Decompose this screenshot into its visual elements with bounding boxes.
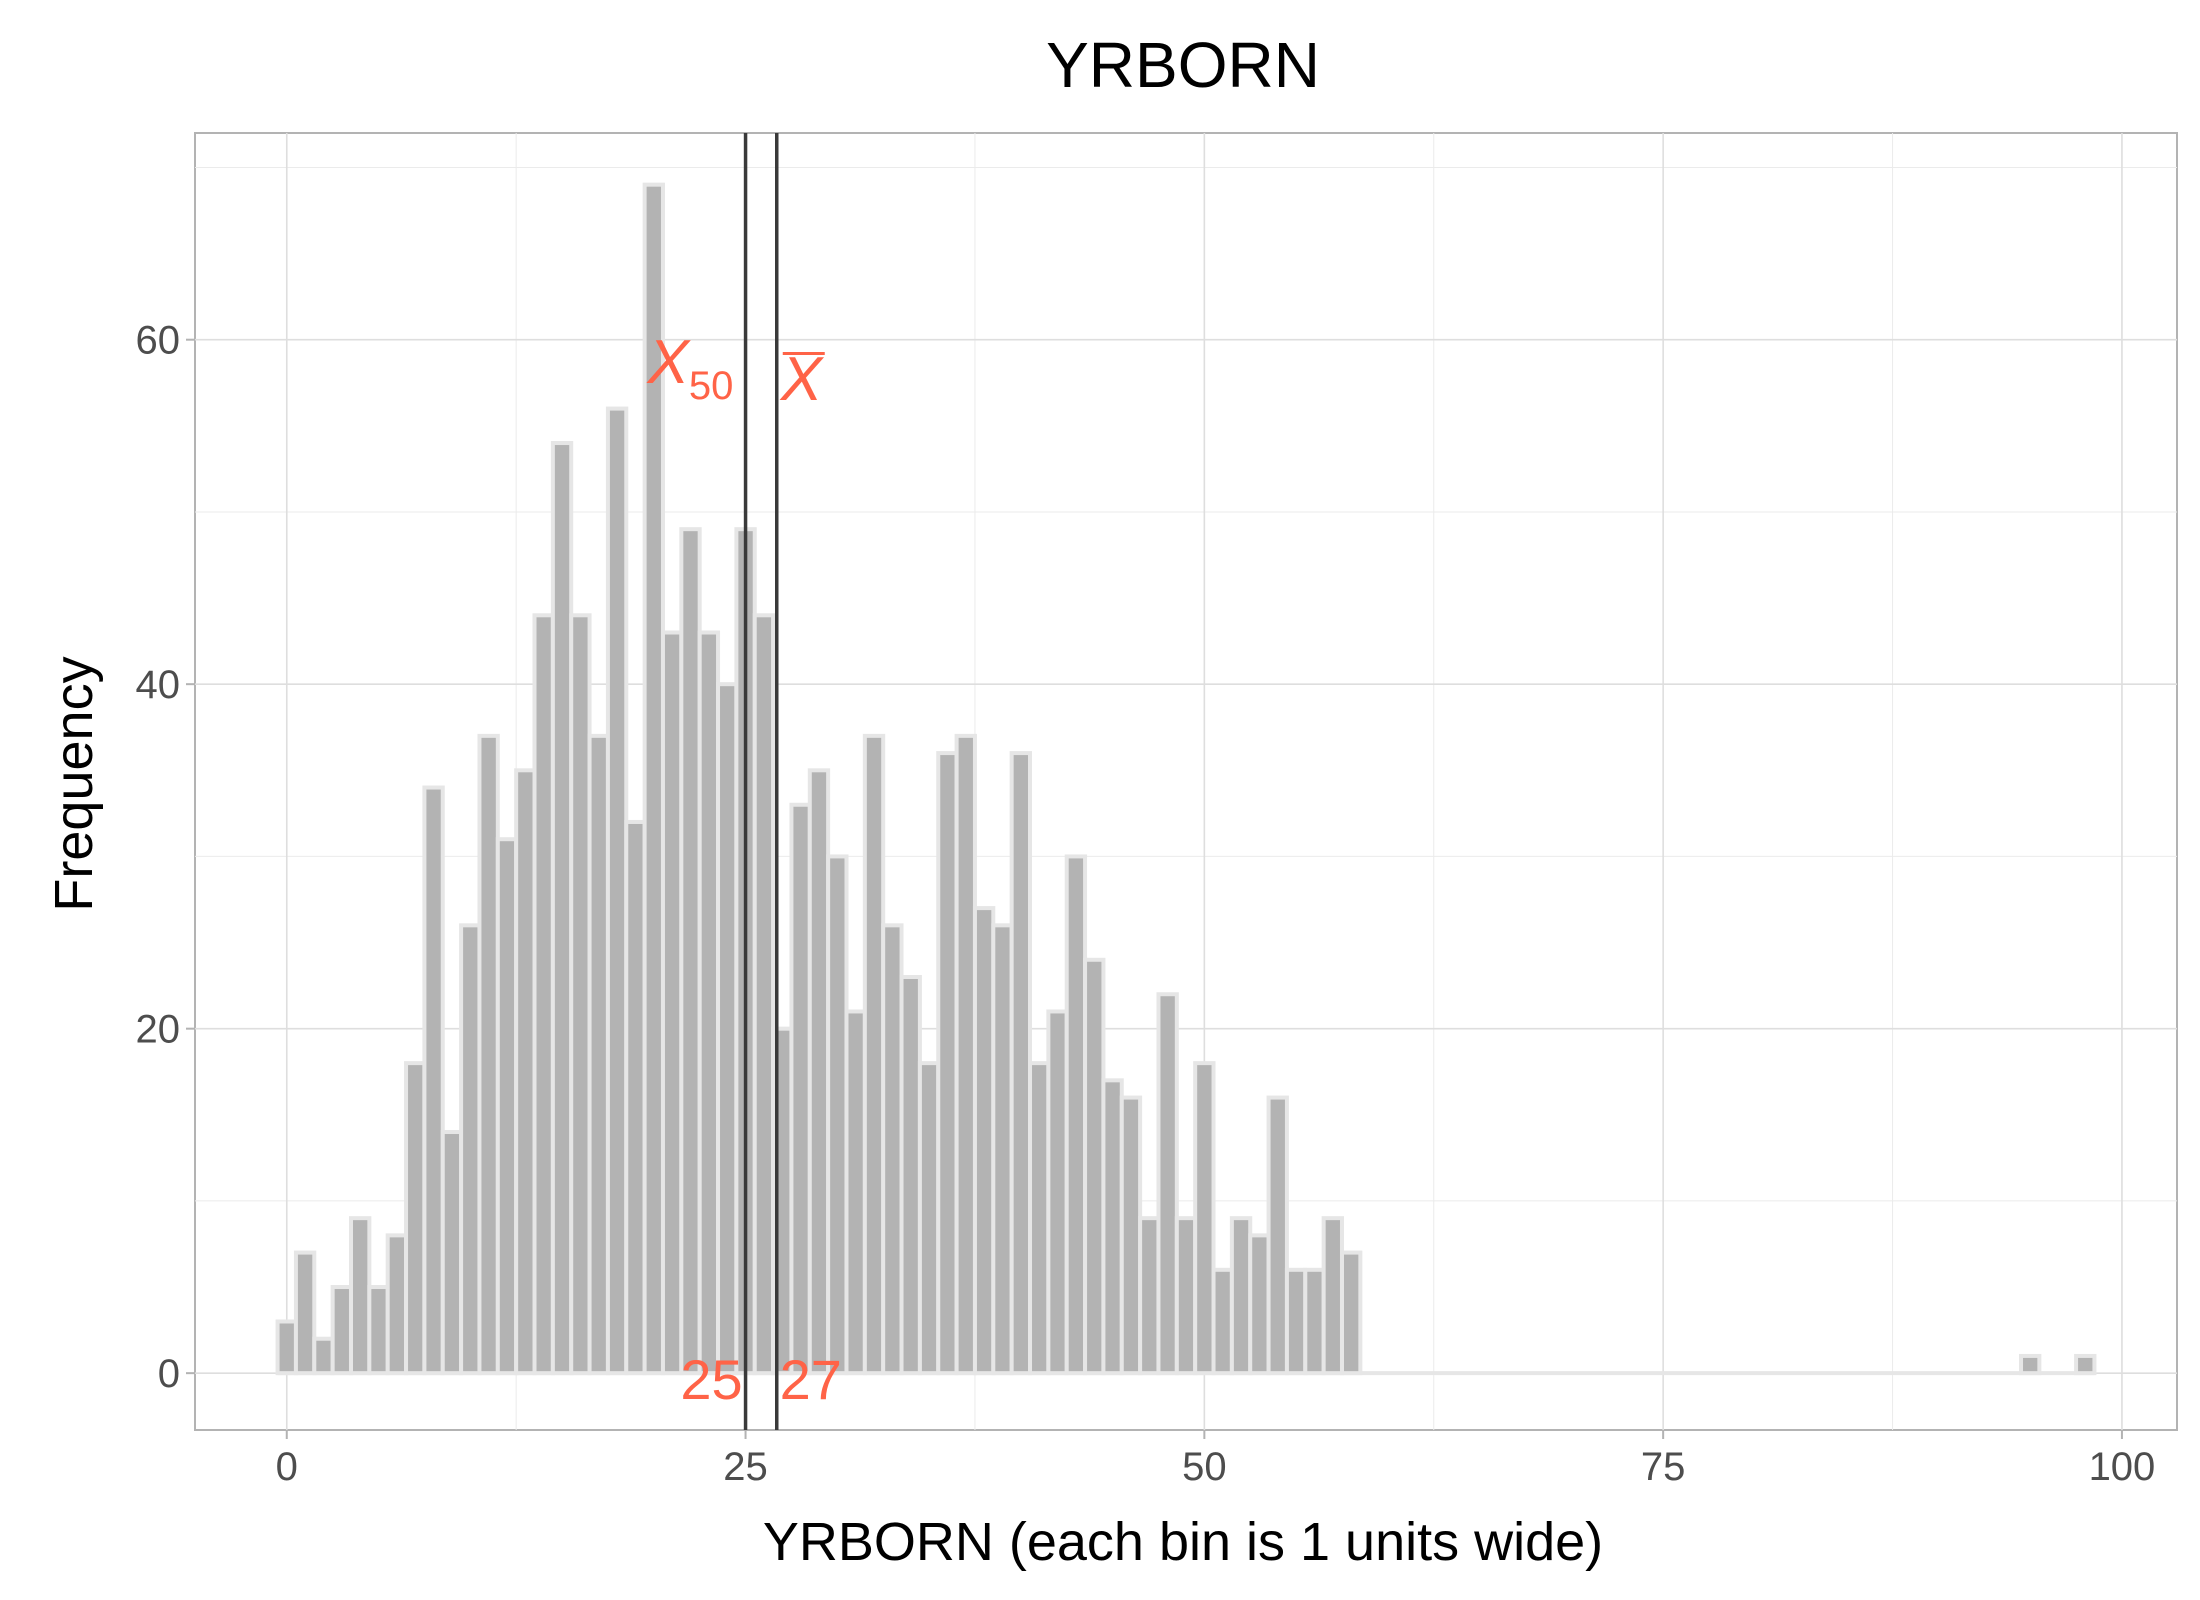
histogram-bar: [1028, 1061, 1051, 1376]
x-axis-ticks: 0 25 50 75 100: [276, 1430, 2156, 1489]
histogram-bar: [348, 1216, 372, 1376]
histogram-bar: [587, 733, 610, 1376]
histogram-bar: [697, 630, 721, 1376]
y-tick-label: 40: [136, 663, 181, 707]
y-axis-title: Frequency: [44, 656, 104, 911]
histogram-bar: [807, 768, 831, 1376]
histogram-bar: [404, 1061, 427, 1376]
histogram-bar: [1064, 854, 1088, 1376]
histogram-bar: [1321, 1216, 1344, 1376]
histogram-bar: [422, 785, 445, 1376]
histogram-bar: [532, 613, 555, 1376]
histogram-bar: [440, 1130, 464, 1376]
mean-value-label: 27: [780, 1348, 842, 1411]
histogram-bar: [716, 682, 739, 1376]
histogram-bar: [1156, 992, 1179, 1376]
svg-text:X: X: [779, 345, 825, 414]
histogram-bar: [1229, 1216, 1253, 1376]
histogram-bar: [954, 733, 977, 1376]
histogram-bar: [917, 1061, 941, 1376]
histogram-bar: [899, 974, 922, 1376]
histogram-bar: [1193, 1061, 1216, 1376]
histogram-bar: [862, 733, 886, 1376]
histogram-bars: [275, 182, 2097, 1376]
histogram-bar: [1248, 1233, 1271, 1376]
histogram-bar: [1138, 1216, 1161, 1376]
histogram-bar: [1119, 1095, 1143, 1376]
histogram-bar: [1083, 957, 1106, 1376]
histogram-bar: [569, 613, 592, 1376]
histogram-bar: [660, 630, 684, 1376]
histogram-bar: [991, 923, 1014, 1376]
histogram-bar: [972, 906, 996, 1376]
y-tick-label: 0: [158, 1352, 180, 1396]
x-axis-title: YRBORN (each bin is 1 units wide): [763, 1512, 1603, 1572]
histogram-bar: [1174, 1216, 1198, 1376]
x-tick-label: 50: [1182, 1445, 1227, 1489]
histogram-bar: [1211, 1267, 1234, 1376]
histogram-bar: [844, 1009, 867, 1376]
mean-symbol-label: X: [779, 345, 825, 414]
y-tick-label: 20: [136, 1008, 181, 1052]
histogram-bar: [330, 1285, 353, 1376]
x-tick-label: 0: [276, 1445, 298, 1489]
x-tick-label: 25: [723, 1445, 768, 1489]
histogram-bar: [1101, 1078, 1124, 1376]
histogram-bar: [312, 1336, 335, 1376]
histogram-bar: [605, 406, 629, 1376]
histogram-bar: [2074, 1353, 2097, 1376]
histogram-bar: [275, 1319, 298, 1376]
median-value-label: 25: [680, 1348, 742, 1411]
histogram-bar: [936, 751, 959, 1376]
histogram-bar: [550, 441, 574, 1376]
histogram-bar: [1046, 1009, 1069, 1376]
histogram-bar: [679, 527, 702, 1376]
histogram-bar: [789, 802, 812, 1376]
annotations: X50 X 25 27: [646, 328, 842, 1411]
histogram-bar: [752, 613, 776, 1376]
x-tick-label: 100: [2089, 1445, 2156, 1489]
histogram-bar: [2019, 1353, 2042, 1376]
histogram-bar: [514, 768, 537, 1376]
histogram-bar: [1266, 1095, 1289, 1376]
x-tick-label: 75: [1641, 1445, 1686, 1489]
y-tick-label: 60: [136, 319, 181, 363]
reference-lines: [743, 133, 779, 1430]
chart-title: YRBORN: [1046, 29, 1320, 101]
histogram-bar: [495, 837, 519, 1376]
histogram-bar: [1339, 1250, 1363, 1376]
histogram-bar: [293, 1250, 317, 1376]
histogram-bar: [1303, 1267, 1326, 1376]
histogram-bar: [1284, 1267, 1308, 1376]
histogram-bar: [477, 733, 500, 1376]
histogram-bar: [624, 819, 647, 1376]
histogram-bar: [881, 923, 904, 1376]
y-axis-ticks: 0 20 40 60: [136, 319, 195, 1396]
histogram-bar: [826, 854, 849, 1376]
histogram-bar: [367, 1285, 390, 1376]
histogram-bar: [385, 1233, 409, 1376]
histogram-bar: [1009, 751, 1033, 1376]
histogram-bar: [459, 923, 482, 1376]
